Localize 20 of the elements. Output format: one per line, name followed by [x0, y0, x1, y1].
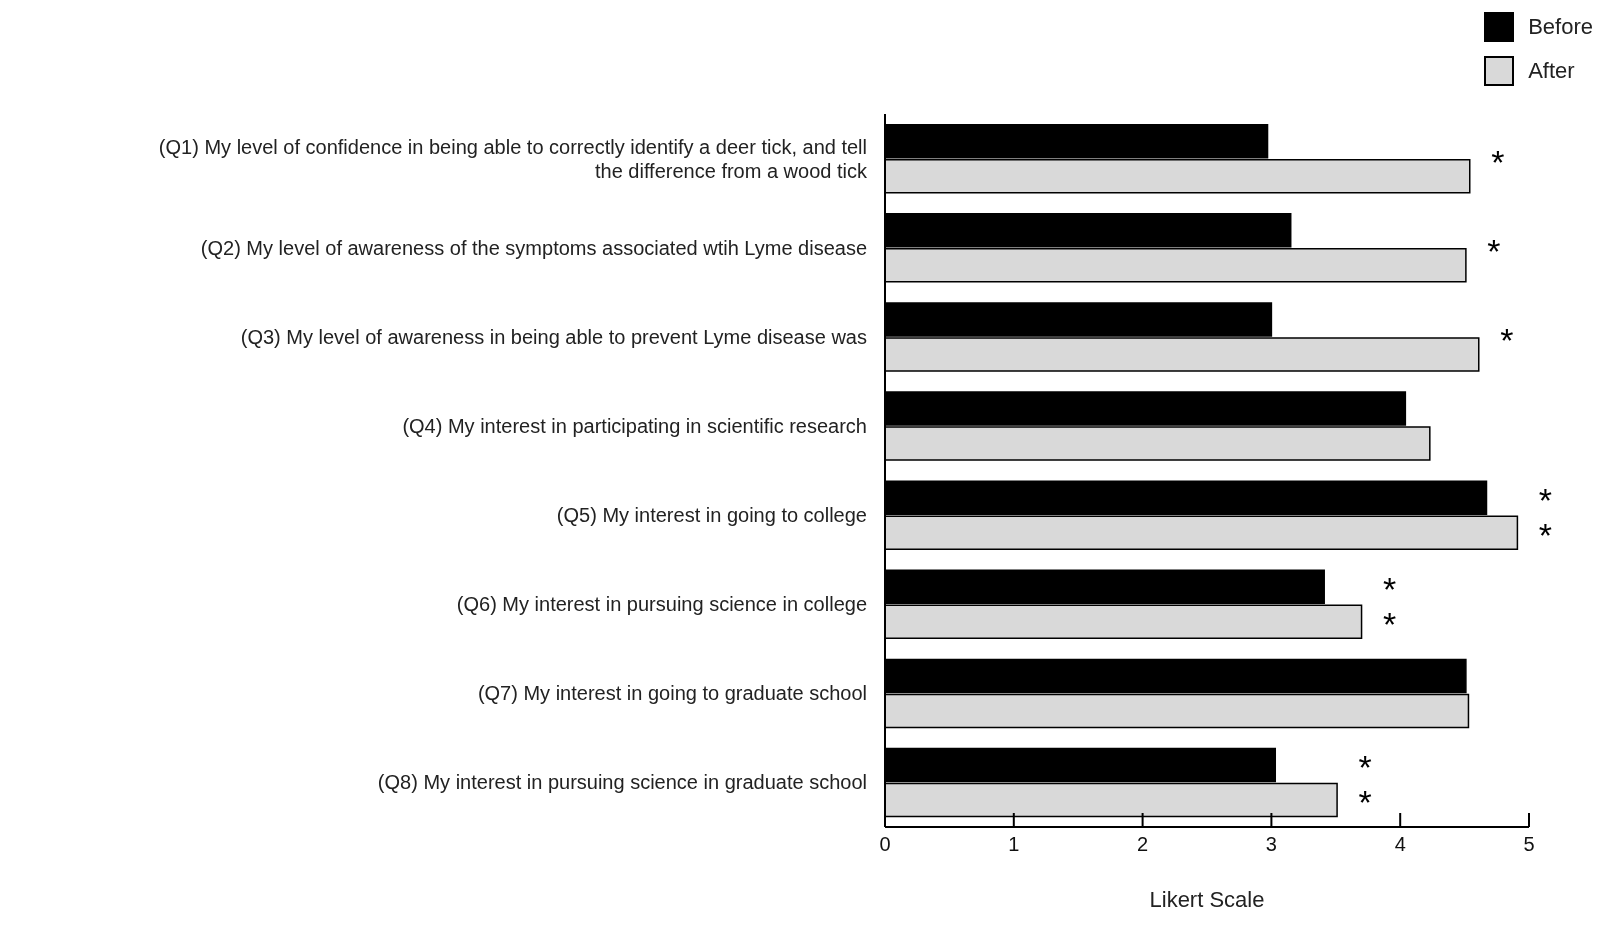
x-tick-label: 2 [1137, 833, 1149, 856]
legend-label: After [1528, 58, 1575, 84]
y-tick-label: (Q2) My level of awareness of the symptoms associated wtih Lyme disease [200, 236, 867, 259]
x-tick-label: 4 [1394, 833, 1406, 856]
annotation: * [1487, 231, 1501, 270]
x-tick-label: 1 [1008, 833, 1020, 856]
y-tick-label: (Q4) My interest in participating in scientific research [402, 414, 867, 437]
y-tick-label: (Q3) My level of awareness in being able to prevent Lyme disease was [240, 325, 867, 348]
y-tick-label: (Q1) My level of confidence in being able to correctly identify a deer tick, and tell the difference from a wood tick [158, 135, 868, 182]
x-tick-label: 0 [879, 833, 891, 856]
annotation: * [1491, 142, 1505, 181]
y-tick-label: (Q8) My interest in pursuing science in graduate school [377, 771, 867, 794]
y-tick-label: (Q7) My interest in going to graduate school [477, 682, 867, 705]
x-tick-label: 3 [1265, 833, 1277, 856]
y-tick-label: (Q5) My interest in going to college [556, 504, 867, 527]
x-tick-label: 5 [1523, 833, 1535, 856]
x-axis-title: Likert Scale [1149, 887, 1265, 912]
legend-label: Before [1528, 14, 1593, 40]
annotation: * [1500, 320, 1514, 359]
y-tick-label: (Q6) My interest in pursuing science in college [456, 593, 867, 616]
